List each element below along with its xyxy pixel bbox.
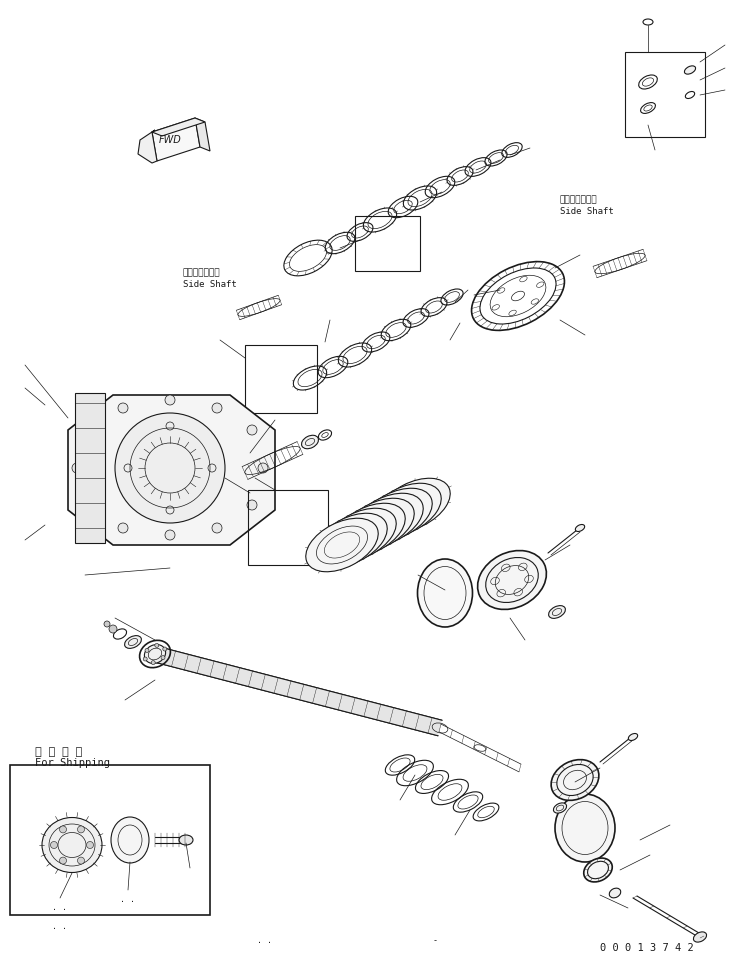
Ellipse shape xyxy=(629,734,638,741)
Ellipse shape xyxy=(301,435,318,449)
Polygon shape xyxy=(195,118,210,151)
Polygon shape xyxy=(138,130,157,163)
Polygon shape xyxy=(68,395,275,545)
Circle shape xyxy=(83,500,93,510)
Ellipse shape xyxy=(333,504,405,557)
Bar xyxy=(248,490,328,565)
Ellipse shape xyxy=(548,606,565,618)
Circle shape xyxy=(151,661,156,664)
Text: . .: . . xyxy=(120,895,135,904)
Circle shape xyxy=(77,857,85,864)
Ellipse shape xyxy=(478,551,546,610)
Bar xyxy=(625,52,705,137)
Circle shape xyxy=(165,530,175,540)
Circle shape xyxy=(247,500,257,510)
Text: Side Shaft: Side Shaft xyxy=(183,280,237,289)
Circle shape xyxy=(77,826,85,833)
Text: 0 0 0 1 3 7 4 2: 0 0 0 1 3 7 4 2 xyxy=(600,943,694,953)
Text: For Shipping: For Shipping xyxy=(35,758,110,768)
Ellipse shape xyxy=(324,508,397,561)
Circle shape xyxy=(72,463,82,473)
Text: 運 搜 部 品: 運 搜 部 品 xyxy=(35,747,83,757)
Circle shape xyxy=(145,648,149,652)
Circle shape xyxy=(165,395,175,405)
Polygon shape xyxy=(153,646,442,736)
Ellipse shape xyxy=(685,65,696,74)
Text: . .: . . xyxy=(257,936,273,945)
Circle shape xyxy=(83,425,93,435)
Circle shape xyxy=(155,643,158,647)
Circle shape xyxy=(60,857,66,864)
Text: サイドシャフト: サイドシャフト xyxy=(560,195,598,204)
Bar xyxy=(245,345,317,413)
Text: サイドシャフト: サイドシャフト xyxy=(183,268,220,277)
Ellipse shape xyxy=(378,479,450,532)
Circle shape xyxy=(143,657,147,661)
Ellipse shape xyxy=(315,513,387,567)
Circle shape xyxy=(118,523,128,533)
Text: FWD: FWD xyxy=(158,135,181,145)
Ellipse shape xyxy=(576,525,584,532)
Ellipse shape xyxy=(368,483,441,536)
Ellipse shape xyxy=(351,493,423,547)
Circle shape xyxy=(212,403,222,413)
Polygon shape xyxy=(152,118,200,161)
Circle shape xyxy=(51,842,57,848)
Ellipse shape xyxy=(179,835,193,845)
Ellipse shape xyxy=(584,858,612,882)
Circle shape xyxy=(118,403,128,413)
Text: -: - xyxy=(433,936,438,945)
Bar xyxy=(75,393,105,543)
Ellipse shape xyxy=(551,760,599,800)
Ellipse shape xyxy=(555,794,615,862)
Ellipse shape xyxy=(306,518,378,572)
Circle shape xyxy=(161,656,165,660)
Bar xyxy=(355,216,420,271)
Ellipse shape xyxy=(609,888,621,898)
Circle shape xyxy=(86,842,94,848)
Circle shape xyxy=(60,826,66,833)
Circle shape xyxy=(163,647,167,651)
Bar xyxy=(10,765,210,915)
Ellipse shape xyxy=(342,498,414,552)
Circle shape xyxy=(212,523,222,533)
Ellipse shape xyxy=(360,488,432,542)
Circle shape xyxy=(247,425,257,435)
Text: Side Shaft: Side Shaft xyxy=(560,207,614,216)
Ellipse shape xyxy=(42,818,102,872)
Text: . .: . . xyxy=(52,903,67,912)
Ellipse shape xyxy=(553,803,567,813)
Ellipse shape xyxy=(111,817,149,863)
Circle shape xyxy=(104,621,110,627)
Circle shape xyxy=(109,625,117,633)
Circle shape xyxy=(258,463,268,473)
Circle shape xyxy=(115,413,225,523)
Ellipse shape xyxy=(125,636,142,648)
Text: . .: . . xyxy=(52,922,67,931)
Ellipse shape xyxy=(144,644,166,664)
Ellipse shape xyxy=(694,932,707,942)
Ellipse shape xyxy=(417,559,472,627)
Polygon shape xyxy=(152,118,205,136)
